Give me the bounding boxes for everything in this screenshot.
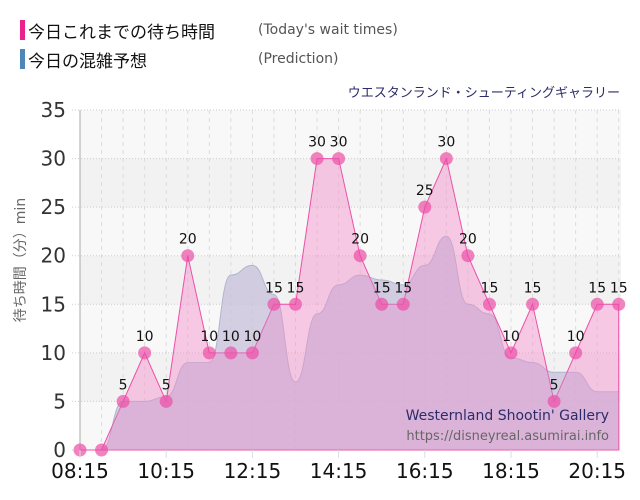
data-label: 5 (550, 377, 559, 393)
data-label: 10 (243, 329, 261, 345)
data-label: 15 (610, 280, 628, 296)
data-label: 10 (567, 329, 585, 345)
x-tick-label: 12:15 (224, 459, 282, 483)
x-tick-label: 08:15 (51, 459, 109, 483)
data-label: 15 (287, 280, 305, 296)
data-point (482, 297, 496, 311)
data-point (224, 346, 238, 360)
legend-swatch-today (20, 20, 25, 40)
legend-swatch-prediction (20, 49, 25, 69)
x-tick-label: 18:15 (482, 459, 540, 483)
data-label: 10 (222, 329, 240, 345)
x-tick-label: 10:15 (137, 459, 195, 483)
data-point (181, 249, 195, 263)
data-label: 20 (179, 232, 197, 248)
watermark-name: Westernland Shootin' Gallery (406, 408, 609, 424)
data-label: 15 (373, 280, 391, 296)
prediction-area (79, 235, 620, 451)
data-label: 30 (330, 135, 348, 151)
data-label: 20 (351, 232, 369, 248)
data-label: 25 (416, 183, 434, 199)
data-point (95, 443, 109, 457)
data-point (138, 346, 152, 360)
y-tick-label: 30 (41, 147, 66, 171)
today-area (80, 156, 620, 451)
data-point (569, 346, 583, 360)
data-label: 15 (394, 280, 412, 296)
legend-label-jp: 今日の混雑予想 (28, 51, 147, 72)
data-label: 15 (481, 280, 499, 296)
legend-label-jp: 今日これまでの待ち時間 (28, 22, 215, 43)
data-label: 5 (162, 377, 171, 393)
data-point (353, 249, 367, 263)
data-label: 15 (524, 280, 542, 296)
y-tick-label: 20 (41, 244, 66, 268)
data-point (439, 152, 453, 166)
data-label: 10 (136, 329, 154, 345)
data-label: 15 (588, 280, 606, 296)
data-point (289, 297, 302, 311)
data-point (418, 200, 432, 214)
x-tick-label: 16:15 (396, 459, 454, 483)
legend-item-today: 今日これまでの待ち時間 (Today's wait times) (20, 19, 398, 43)
data-point (159, 394, 173, 408)
data-point (310, 152, 324, 166)
data-point (116, 394, 130, 408)
plot-band (80, 207, 621, 256)
y-tick-label: 25 (41, 195, 66, 219)
plot-band (80, 158, 621, 208)
data-point (526, 297, 540, 311)
legend-label-en: (Today's wait times) (258, 22, 398, 38)
data-point (504, 346, 518, 360)
data-point (375, 297, 389, 311)
data-point (245, 346, 259, 360)
data-point (547, 394, 561, 408)
chart-subtitle: ウエスタンランド・シューティングギャラリー (347, 86, 620, 101)
y-tick-label: 0 (53, 438, 66, 462)
data-point (202, 346, 216, 360)
data-label: 10 (502, 329, 520, 345)
watermark-url: https://disneyreal.asumirai.info (406, 429, 609, 444)
x-tick-label: 20:15 (568, 459, 626, 483)
data-label: 15 (265, 280, 283, 296)
data-label: 5 (119, 377, 128, 393)
y-tick-label: 10 (41, 341, 66, 365)
data-label: 10 (200, 329, 218, 345)
overlap-tint (80, 236, 619, 450)
data-label: 30 (437, 135, 455, 151)
data-point (612, 297, 626, 311)
data-point (590, 297, 604, 311)
x-tick-label: 14:15 (310, 459, 368, 483)
data-label: 20 (459, 232, 477, 248)
data-point (461, 249, 475, 263)
y-tick-label: 15 (41, 292, 66, 316)
legend-label-en: (Prediction) (258, 51, 339, 67)
data-point (267, 297, 281, 311)
data-label: 30 (308, 135, 326, 151)
data-point (332, 152, 346, 166)
data-point (396, 297, 410, 311)
plot-band (80, 110, 621, 159)
y-tick-label: 5 (53, 389, 66, 413)
y-tick-label: 35 (41, 98, 66, 122)
legend-item-prediction: 今日の混雑予想 (Prediction) (20, 48, 339, 72)
